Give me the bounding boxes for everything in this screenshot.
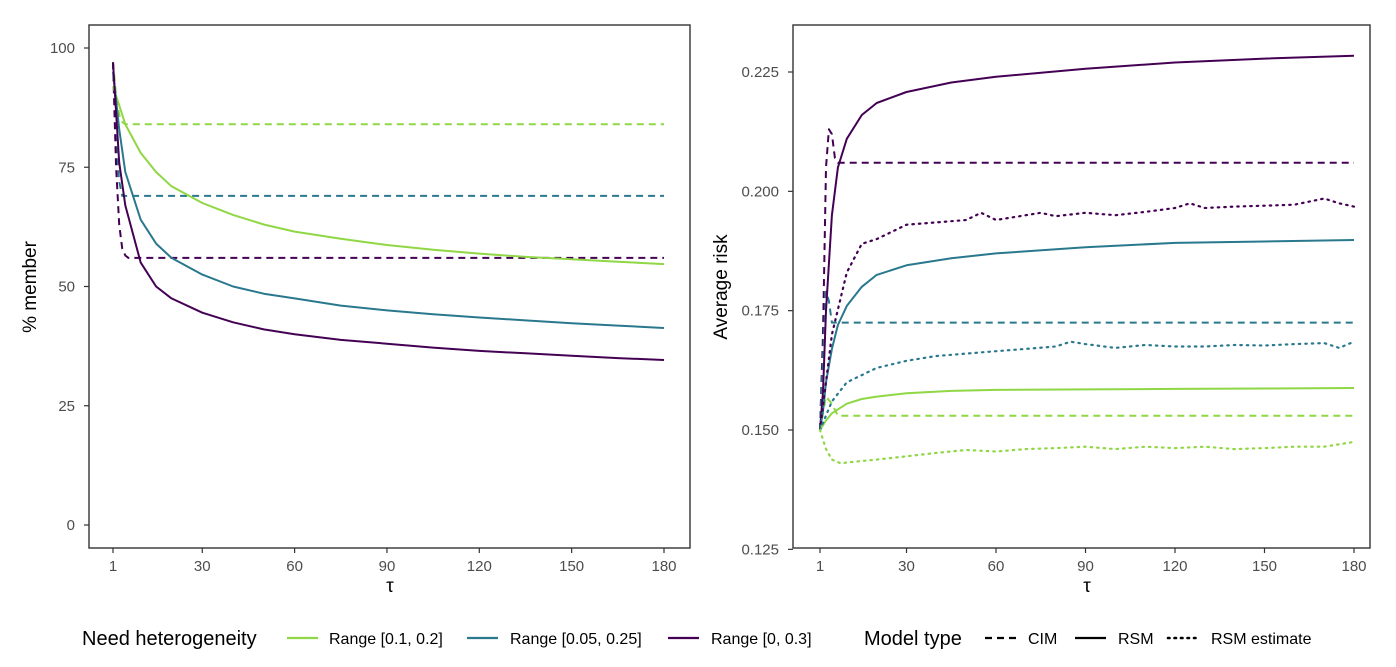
series-line (818, 428, 1356, 465)
y-tick-label: 0.175 (741, 303, 779, 320)
y-tick-label: 100 (50, 40, 75, 57)
legend-item-label: Range [0, 0.3] (711, 631, 812, 648)
panel-border (88, 24, 691, 549)
legend-item: Range [0.1, 0.2] (287, 631, 443, 648)
y-tick-label: 0.200 (741, 183, 779, 200)
x-axis-title: τ (386, 576, 394, 597)
legend-item: CIM (985, 631, 1057, 648)
legend-item-label: CIM (1028, 631, 1057, 648)
x-tick-label: 30 (194, 558, 211, 575)
axis-layer: 1 30 60 90 120 150 180 0 25 50 75 100 (50, 40, 677, 575)
x-tick-label: 1 (816, 558, 824, 575)
series-line (818, 197, 1356, 432)
panel-average-risk: 1 30 60 90 120 150 180 0.125 0.150 0.175 0.200 0.22… (711, 24, 1371, 597)
y-tick-label: 75 (58, 159, 75, 176)
y-tick-label: 0.150 (741, 422, 779, 439)
x-axis-title: τ (1083, 576, 1091, 597)
legend-item-label: Range [0.05, 0.25] (510, 631, 642, 648)
series-line (112, 71, 665, 329)
x-tick-label: 120 (467, 558, 492, 575)
y-axis-title: % member (20, 240, 41, 333)
series-layer (112, 62, 665, 361)
legend-item: RSM (1075, 631, 1154, 648)
series-line (819, 239, 1355, 431)
x-tick-label: 60 (286, 558, 303, 575)
y-tick-label: 50 (58, 279, 75, 296)
legend-item: Range [0, 0.3] (668, 631, 812, 648)
series-line (112, 62, 664, 197)
series-line (819, 54, 1355, 431)
x-tick-label: 150 (1252, 558, 1277, 575)
x-tick-label: 1 (109, 558, 117, 575)
legend-item-label: RSM estimate (1211, 631, 1312, 648)
x-tick-label: 150 (559, 558, 584, 575)
legend-item: RSM estimate (1166, 631, 1312, 648)
x-tick-label: 120 (1162, 558, 1187, 575)
series-line (112, 62, 664, 126)
axis-layer: 1 30 60 90 120 150 180 0.125 0.150 0.175 0.200 0.22… (741, 64, 1366, 575)
x-tick-label: 30 (898, 558, 915, 575)
series-line (819, 290, 1354, 431)
legend-item-label: RSM (1118, 631, 1154, 648)
panel-member: 1 30 60 90 120 150 180 0 25 50 75 100 τ % member (20, 24, 691, 597)
x-tick-label: 180 (651, 558, 676, 575)
legend-title-model: Model type (864, 628, 962, 650)
x-tick-label: 60 (988, 558, 1005, 575)
legend-title-heterogeneity: Need heterogeneity (82, 628, 257, 650)
legend: Need heterogeneity Range [0.1, 0.2] Rang… (82, 628, 1312, 650)
y-tick-label: 25 (58, 398, 75, 415)
series-line (819, 387, 1355, 431)
series-line (819, 128, 1354, 431)
series-layer (818, 54, 1356, 465)
y-tick-label: 0.125 (741, 541, 779, 558)
series-line (818, 340, 1356, 432)
y-axis-title: Average risk (711, 234, 732, 340)
legend-item-label: Range [0.1, 0.2] (329, 631, 443, 648)
series-line (112, 62, 665, 361)
x-tick-label: 90 (379, 558, 396, 575)
legend-item: Range [0.05, 0.25] (467, 631, 642, 648)
y-tick-label: 0.225 (741, 64, 779, 81)
x-tick-label: 180 (1341, 558, 1366, 575)
y-tick-label: 0 (67, 517, 75, 534)
x-tick-label: 90 (1077, 558, 1094, 575)
series-line (112, 85, 665, 266)
series-line (819, 395, 1354, 431)
panel-border (792, 24, 1371, 549)
series-line (112, 62, 664, 259)
